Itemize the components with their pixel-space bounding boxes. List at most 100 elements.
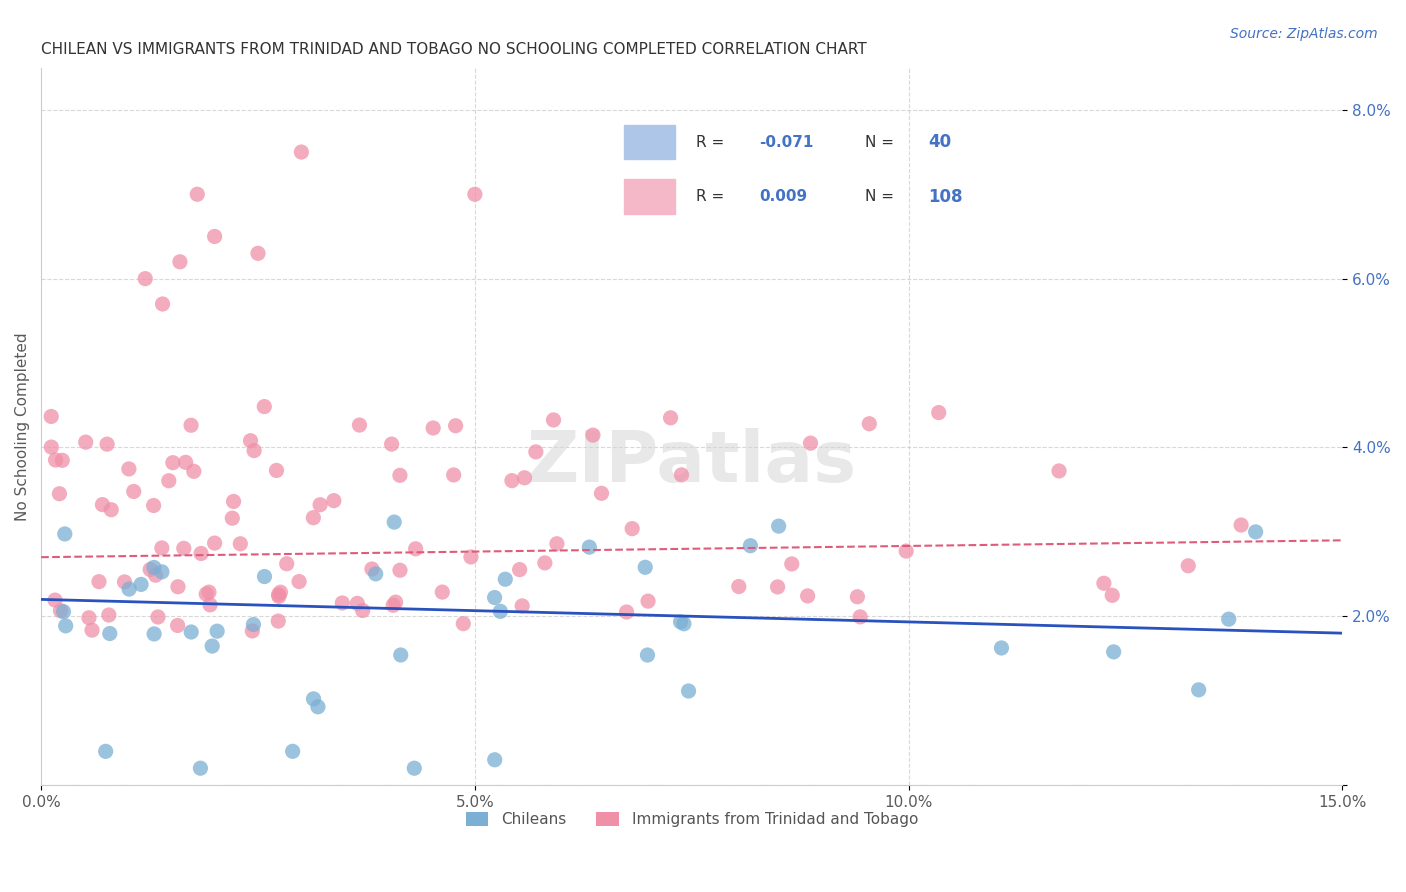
Chileans bbox=[669, 615, 692, 629]
Immigrants from Trinidad and Tobago bbox=[246, 246, 269, 260]
Immigrants from Trinidad and Tobago bbox=[96, 437, 118, 451]
Immigrants from Trinidad and Tobago bbox=[1047, 464, 1070, 478]
Immigrants from Trinidad and Tobago bbox=[269, 585, 291, 599]
Immigrants from Trinidad and Tobago bbox=[80, 623, 103, 637]
Immigrants from Trinidad and Tobago bbox=[186, 187, 208, 202]
Immigrants from Trinidad and Tobago bbox=[49, 604, 72, 618]
Text: 108: 108 bbox=[928, 188, 963, 206]
Immigrants from Trinidad and Tobago bbox=[100, 502, 122, 516]
Immigrants from Trinidad and Tobago bbox=[534, 556, 557, 570]
Immigrants from Trinidad and Tobago bbox=[382, 599, 405, 613]
Immigrants from Trinidad and Tobago bbox=[928, 406, 950, 420]
Immigrants from Trinidad and Tobago bbox=[616, 605, 638, 619]
Immigrants from Trinidad and Tobago bbox=[513, 471, 536, 485]
Chileans bbox=[1244, 524, 1267, 539]
Immigrants from Trinidad and Tobago bbox=[361, 562, 384, 576]
Immigrants from Trinidad and Tobago bbox=[849, 610, 872, 624]
Text: N =: N = bbox=[865, 189, 898, 204]
Immigrants from Trinidad and Tobago bbox=[422, 421, 444, 435]
Immigrants from Trinidad and Tobago bbox=[198, 598, 221, 612]
Text: Source: ZipAtlas.com: Source: ZipAtlas.com bbox=[1230, 27, 1378, 41]
Immigrants from Trinidad and Tobago bbox=[48, 487, 70, 501]
Immigrants from Trinidad and Tobago bbox=[183, 464, 205, 478]
Chileans bbox=[302, 691, 325, 706]
Chileans bbox=[1102, 645, 1125, 659]
Immigrants from Trinidad and Tobago bbox=[509, 563, 531, 577]
Chileans bbox=[489, 604, 512, 618]
Bar bbox=[624, 125, 675, 160]
Y-axis label: No Schooling Completed: No Schooling Completed bbox=[15, 332, 30, 521]
Immigrants from Trinidad and Tobago bbox=[894, 544, 917, 558]
Immigrants from Trinidad and Tobago bbox=[546, 537, 568, 551]
Immigrants from Trinidad and Tobago bbox=[204, 229, 226, 244]
Immigrants from Trinidad and Tobago bbox=[1092, 576, 1115, 591]
Immigrants from Trinidad and Tobago bbox=[253, 400, 276, 414]
Immigrants from Trinidad and Tobago bbox=[671, 467, 693, 482]
Immigrants from Trinidad and Tobago bbox=[152, 297, 174, 311]
Immigrants from Trinidad and Tobago bbox=[858, 417, 880, 431]
Immigrants from Trinidad and Tobago bbox=[240, 624, 263, 638]
Chileans bbox=[242, 617, 264, 632]
Text: 0.009: 0.009 bbox=[759, 189, 807, 204]
Immigrants from Trinidad and Tobago bbox=[582, 428, 605, 442]
Chileans bbox=[1188, 682, 1211, 697]
Immigrants from Trinidad and Tobago bbox=[309, 498, 332, 512]
Immigrants from Trinidad and Tobago bbox=[352, 603, 374, 617]
Immigrants from Trinidad and Tobago bbox=[591, 486, 613, 500]
Chileans bbox=[53, 527, 76, 541]
Immigrants from Trinidad and Tobago bbox=[267, 614, 290, 628]
Immigrants from Trinidad and Tobago bbox=[388, 468, 411, 483]
Immigrants from Trinidad and Tobago bbox=[464, 187, 486, 202]
Chileans bbox=[150, 565, 173, 579]
Immigrants from Trinidad and Tobago bbox=[114, 574, 136, 589]
Chileans bbox=[404, 761, 426, 775]
Immigrants from Trinidad and Tobago bbox=[157, 474, 180, 488]
Immigrants from Trinidad and Tobago bbox=[460, 549, 482, 564]
Immigrants from Trinidad and Tobago bbox=[621, 522, 644, 536]
Immigrants from Trinidad and Tobago bbox=[243, 443, 266, 458]
Chileans bbox=[143, 627, 166, 641]
Immigrants from Trinidad and Tobago bbox=[388, 563, 411, 577]
Immigrants from Trinidad and Tobago bbox=[41, 440, 63, 454]
Immigrants from Trinidad and Tobago bbox=[167, 580, 190, 594]
Text: CHILEAN VS IMMIGRANTS FROM TRINIDAD AND TOBAGO NO SCHOOLING COMPLETED CORRELATIO: CHILEAN VS IMMIGRANTS FROM TRINIDAD AND … bbox=[41, 42, 868, 57]
Immigrants from Trinidad and Tobago bbox=[229, 537, 252, 551]
Immigrants from Trinidad and Tobago bbox=[169, 254, 191, 268]
Chileans bbox=[94, 744, 117, 758]
Immigrants from Trinidad and Tobago bbox=[145, 568, 167, 582]
Chileans bbox=[118, 582, 141, 596]
Chileans bbox=[98, 626, 121, 640]
Immigrants from Trinidad and Tobago bbox=[174, 455, 197, 469]
Immigrants from Trinidad and Tobago bbox=[846, 590, 869, 604]
Chileans bbox=[142, 560, 165, 574]
Immigrants from Trinidad and Tobago bbox=[276, 557, 298, 571]
Immigrants from Trinidad and Tobago bbox=[510, 599, 533, 613]
Chileans bbox=[52, 605, 75, 619]
Immigrants from Trinidad and Tobago bbox=[198, 585, 221, 599]
Immigrants from Trinidad and Tobago bbox=[173, 541, 195, 556]
Legend: Chileans, Immigrants from Trinidad and Tobago: Chileans, Immigrants from Trinidad and T… bbox=[458, 805, 925, 835]
Immigrants from Trinidad and Tobago bbox=[239, 434, 262, 448]
Immigrants from Trinidad and Tobago bbox=[766, 580, 789, 594]
Immigrants from Trinidad and Tobago bbox=[134, 271, 156, 285]
Chileans bbox=[637, 648, 659, 662]
Immigrants from Trinidad and Tobago bbox=[288, 574, 311, 589]
Immigrants from Trinidad and Tobago bbox=[97, 607, 120, 622]
Immigrants from Trinidad and Tobago bbox=[1177, 558, 1199, 573]
Immigrants from Trinidad and Tobago bbox=[162, 456, 184, 470]
Immigrants from Trinidad and Tobago bbox=[524, 445, 547, 459]
Immigrants from Trinidad and Tobago bbox=[75, 435, 97, 450]
Immigrants from Trinidad and Tobago bbox=[166, 618, 188, 632]
Immigrants from Trinidad and Tobago bbox=[91, 498, 114, 512]
Chileans bbox=[205, 624, 228, 639]
Chileans bbox=[180, 625, 202, 640]
Immigrants from Trinidad and Tobago bbox=[222, 494, 245, 508]
Chileans bbox=[201, 639, 224, 653]
Text: R =: R = bbox=[696, 135, 730, 150]
Immigrants from Trinidad and Tobago bbox=[51, 453, 73, 467]
Text: ZIPatlas: ZIPatlas bbox=[527, 428, 856, 497]
Immigrants from Trinidad and Tobago bbox=[501, 474, 523, 488]
Chileans bbox=[364, 566, 387, 581]
Immigrants from Trinidad and Tobago bbox=[44, 593, 66, 607]
Chileans bbox=[494, 572, 516, 586]
